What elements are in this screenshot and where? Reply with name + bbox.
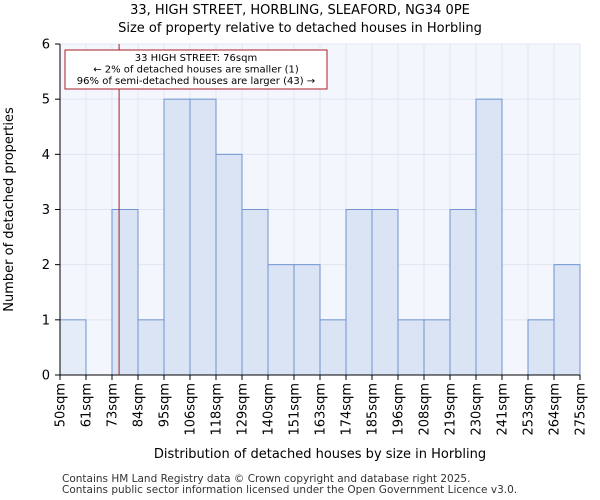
x-tick-label-3: 84sqm — [132, 383, 147, 427]
marker-annotation: 33 HIGH STREET: 76sqm← 2% of detached ho… — [64, 49, 328, 90]
x-tick-label-6: 118sqm — [210, 383, 225, 436]
x-ticks: 50sqm 61sqm 73sqm 84sqm 95sqm 106sqm 118sqm 129… — [54, 375, 589, 436]
y-tick-label-6: 6 — [42, 38, 50, 53]
x-tick-label-19: 264sqm — [548, 383, 563, 436]
y-tick-label-1: 1 — [42, 313, 50, 328]
x-tick-label-11: 174sqm — [340, 383, 355, 436]
bar-16 — [475, 98, 503, 376]
bar-6 — [215, 153, 243, 376]
y-axis-label: Number of detached properties — [2, 107, 17, 312]
x-axis-label: Distribution of detached houses by size … — [154, 447, 486, 462]
bar-9 — [293, 264, 321, 376]
bar-11 — [345, 209, 373, 376]
footer: Contains HM Land Registry data © Crown c… — [62, 474, 517, 496]
bars — [59, 98, 581, 376]
x-tick-label-1: 61sqm — [80, 383, 95, 427]
x-tick-label-0: 50sqm — [54, 383, 69, 427]
x-tick-label-20: 275sqm — [574, 383, 589, 436]
annotation-box — [64, 49, 328, 90]
y-tick-label-4: 4 — [42, 148, 50, 163]
x-tick-label-8: 140sqm — [262, 383, 277, 436]
y-tick-label-2: 2 — [42, 258, 50, 273]
x-tick-label-7: 129sqm — [236, 383, 251, 436]
bar-4 — [163, 98, 191, 376]
chart-title-block: 33, HIGH STREET, HORBLING, SLEAFORD, NG3… — [0, 2, 600, 38]
annotation-line-3: 96% of semi-detached houses are larger (… — [77, 76, 315, 87]
x-tick-label-14: 208sqm — [418, 383, 433, 436]
bar-5 — [189, 98, 217, 376]
y-tick-label-5: 5 — [42, 93, 50, 108]
bar-8 — [267, 264, 295, 376]
x-tick-label-13: 196sqm — [392, 383, 407, 436]
bar-7 — [241, 209, 269, 376]
x-tick-label-9: 151sqm — [288, 383, 303, 436]
footer-line-2: Contains public sector information licen… — [62, 484, 518, 496]
x-tick-label-12: 185sqm — [366, 383, 381, 436]
x-tick-label-16: 230sqm — [470, 383, 485, 436]
chart-subtitle: Size of property relative to detached ho… — [118, 21, 482, 36]
x-tick-label-15: 219sqm — [444, 383, 459, 436]
bar-15 — [449, 209, 477, 376]
bar-2 — [111, 209, 139, 376]
chart-title: 33, HIGH STREET, HORBLING, SLEAFORD, NG3… — [130, 3, 470, 18]
x-tick-label-4: 95sqm — [158, 383, 173, 427]
y-tick-label-3: 3 — [42, 203, 50, 218]
x-tick-label-5: 106sqm — [184, 383, 199, 436]
bar-10 — [319, 319, 347, 376]
x-tick-label-17: 241sqm — [496, 383, 511, 436]
x-tick-label-18: 253sqm — [522, 383, 537, 436]
histogram-chart: 0 1 2 3 4 5 6 50sqm 61sqm 73sqm 84sqm 95sqm 106sqm 1… — [2, 38, 589, 463]
annotation-line-2: ← 2% of detached houses are smaller (1) — [93, 65, 299, 76]
footer-line-1: Contains HM Land Registry data © Crown c… — [62, 473, 471, 485]
bar-19 — [553, 264, 581, 376]
annotation-line-1: 33 HIGH STREET: 76sqm — [135, 53, 257, 64]
bar-12 — [371, 209, 399, 376]
x-tick-label-2: 73sqm — [106, 383, 121, 427]
bar-18 — [527, 319, 555, 376]
y-ticks: 0 1 2 3 4 5 6 — [42, 38, 60, 384]
bar-13 — [397, 319, 425, 376]
x-tick-label-10: 163sqm — [314, 383, 329, 436]
bar-14 — [423, 319, 451, 376]
y-tick-label-0: 0 — [42, 369, 50, 384]
bar-3 — [137, 319, 165, 376]
bar-0 — [59, 319, 87, 376]
